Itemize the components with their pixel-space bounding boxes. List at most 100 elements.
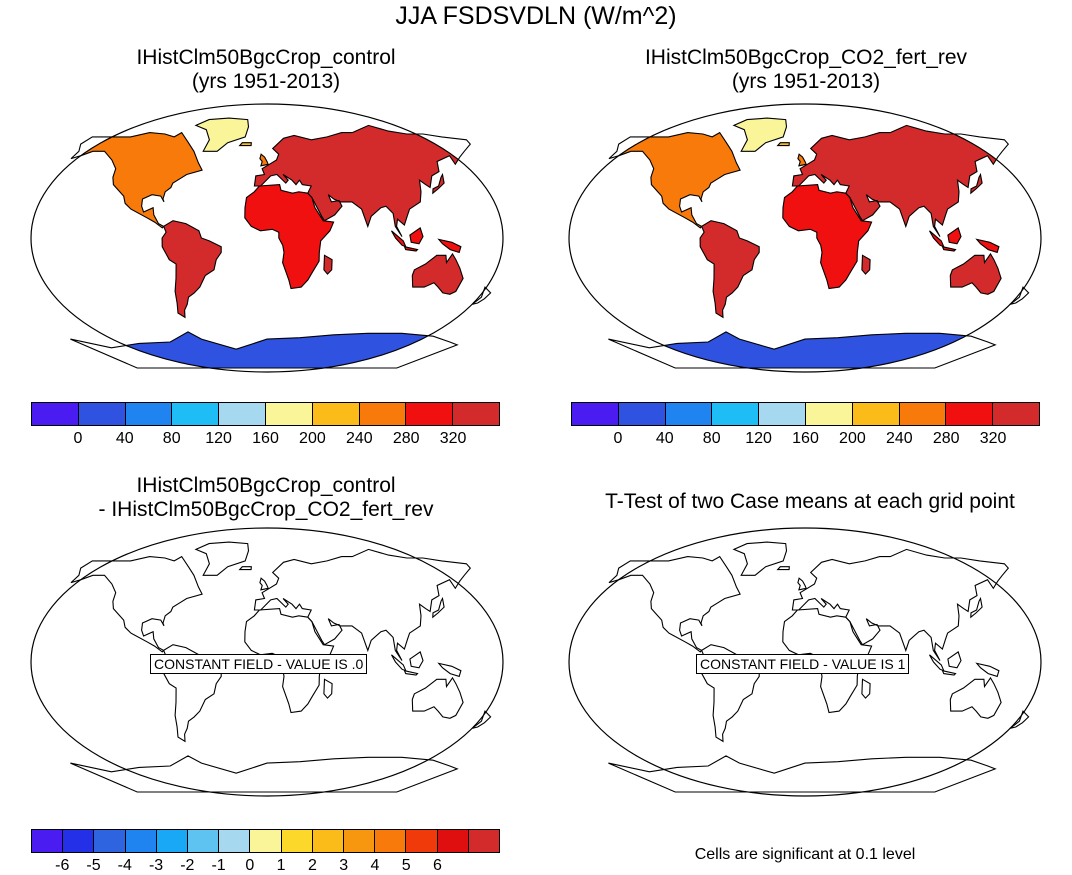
- land-region: [254, 125, 471, 237]
- colorbar-swatch: [805, 403, 853, 425]
- land-region: [162, 220, 222, 318]
- coastline: [970, 596, 983, 619]
- constant-field-label-ttest: CONSTANT FIELD - VALUE IS 1: [696, 654, 910, 674]
- colorbar-swatch: [63, 830, 95, 852]
- coastline: [161, 220, 222, 319]
- colorbar-swatch: [406, 830, 438, 852]
- colorbar-tick-label: 6: [433, 857, 442, 874]
- panel-2-title: IHistClm50BgcCrop_CO2_fert_rev (yrs 1951…: [576, 46, 1036, 94]
- colorbar-tick-label: 0: [73, 430, 83, 447]
- colorbar-swatch: [759, 403, 806, 425]
- colorbar-swatch: [32, 403, 79, 425]
- colorbar-tick-label: -3: [148, 857, 164, 874]
- colorbar-swatch: [219, 830, 251, 852]
- colorbar-tick-label: -5: [86, 857, 101, 874]
- colorbar-control: [31, 402, 500, 426]
- coastline: [929, 230, 945, 248]
- coastline: [1009, 286, 1030, 305]
- coastline: [411, 676, 464, 719]
- colorbar-difference: [31, 829, 500, 853]
- land-fill-layer: [70, 118, 491, 368]
- panel-4-title-line1: T-Test of two Case means at each grid po…: [605, 490, 1015, 513]
- coastline: [941, 669, 957, 676]
- panel-1-title-line1: IHistClm50BgcCrop_control: [136, 46, 396, 69]
- colorbar-swatch: [993, 403, 1039, 425]
- colorbar-swatch: [312, 830, 345, 852]
- colorbar-swatch: [219, 403, 266, 425]
- coastline-layer: [70, 117, 492, 369]
- land-region: [438, 239, 461, 253]
- coastline: [732, 117, 788, 152]
- colorbar-swatch: [665, 403, 713, 425]
- land-region: [970, 174, 983, 194]
- coastline: [970, 172, 983, 195]
- colorbar-swatch: [125, 403, 173, 425]
- colorbar-swatch: [281, 830, 313, 852]
- colorbar-tick-label: -4: [117, 857, 132, 874]
- coastline: [929, 654, 945, 672]
- coastline: [699, 220, 760, 319]
- land-region: [792, 125, 1009, 237]
- coastline-layer: [608, 117, 1030, 369]
- panel-3-title-line2: - IHistClm50BgcCrop_CO2_fert_rev: [98, 498, 434, 521]
- colorbar-swatch: [453, 403, 499, 425]
- coastline: [403, 669, 419, 676]
- coastline: [323, 678, 333, 699]
- colorbar-tick-label: 120: [205, 430, 232, 447]
- coastline: [791, 548, 1010, 661]
- coastline: [776, 566, 790, 571]
- coastline: [608, 555, 741, 653]
- colorbar-swatch: [572, 403, 619, 425]
- land-region: [239, 142, 252, 146]
- coastline: [411, 252, 464, 295]
- colorbar-tick-label: 160: [792, 430, 819, 447]
- land-region: [323, 255, 333, 275]
- colorbar-tick-label: 0: [245, 857, 255, 874]
- coastline: [259, 153, 269, 167]
- land-region: [409, 227, 423, 244]
- colorbar-tick-label: -1: [211, 857, 226, 874]
- land-region: [950, 253, 1002, 295]
- colorbar-swatch: [32, 830, 64, 852]
- coastline: [608, 331, 997, 369]
- coastline: [259, 577, 269, 591]
- panel-3-title-line1: IHistClm50BgcCrop_control: [136, 474, 396, 497]
- coastline: [238, 566, 252, 571]
- panel-3-title: IHistClm50BgcCrop_control - IHistClm50Bg…: [36, 474, 496, 522]
- coastline: [437, 238, 462, 254]
- colorbar-swatch: [375, 830, 407, 852]
- coastline: [947, 227, 962, 245]
- coastline: [238, 142, 252, 147]
- coastline: [194, 541, 250, 576]
- coastline: [797, 153, 807, 167]
- land-region: [432, 174, 445, 194]
- colorbar-tick-label: 120: [745, 430, 772, 447]
- coastline: [949, 676, 1002, 719]
- land-region: [195, 118, 249, 152]
- coastline: [323, 254, 333, 275]
- colorbar-tick-label: 4: [370, 857, 380, 874]
- colorbar-tick-label: -2: [180, 857, 195, 874]
- coastline: [975, 662, 1000, 678]
- coastline: [70, 331, 459, 369]
- land-region: [71, 132, 203, 228]
- coastline: [732, 541, 788, 576]
- coastline: [782, 184, 873, 290]
- coastline: [70, 755, 459, 793]
- colorbar-swatch: [94, 830, 126, 852]
- coastline: [253, 124, 472, 237]
- colorbar-tick-label: 40: [115, 430, 134, 447]
- colorbar-tick-label: 3: [339, 857, 349, 874]
- land-region: [244, 184, 334, 289]
- colorbar-swatch: [250, 830, 282, 852]
- land-region: [929, 230, 944, 247]
- coastline: [471, 710, 492, 729]
- coastline: [432, 596, 445, 619]
- panel-1-title: IHistClm50BgcCrop_control (yrs 1951-2013…: [36, 46, 496, 94]
- map-co2-fert-rev: [568, 103, 1042, 373]
- colorbar-tick-label: 240: [345, 430, 373, 447]
- colorbar-swatch: [188, 830, 220, 852]
- colorbar-swatch: [618, 403, 666, 425]
- land-region: [782, 184, 872, 289]
- panel-4-title: T-Test of two Case means at each grid po…: [560, 490, 1060, 514]
